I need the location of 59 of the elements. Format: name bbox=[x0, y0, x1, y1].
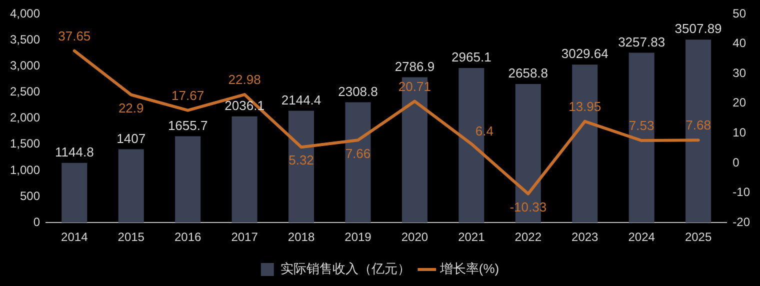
data-label: 2658.8 bbox=[508, 66, 548, 81]
data-label: 3257.83 bbox=[618, 34, 666, 50]
x-tick-label: 2021 bbox=[458, 230, 486, 244]
y2-tick-label: -10 bbox=[732, 185, 750, 200]
data-label: 6.4 bbox=[475, 124, 494, 139]
y-tick-label: 2,500 bbox=[10, 84, 40, 99]
legend-label: 增长率(%) bbox=[438, 261, 500, 276]
bar bbox=[686, 40, 712, 223]
data-label: 22.9 bbox=[118, 100, 144, 116]
y2-tick-label: 0 bbox=[732, 155, 740, 170]
x-tick-label: 2017 bbox=[231, 230, 258, 244]
x-tick-label: 2019 bbox=[344, 230, 372, 244]
x-tick-label: 2022 bbox=[514, 230, 542, 244]
bar bbox=[288, 110, 314, 223]
data-label: 1144.8 bbox=[54, 144, 94, 160]
y-tick-label: 0 bbox=[33, 214, 40, 229]
data-label: 2965.1 bbox=[452, 50, 492, 65]
y2-tick-label: 40 bbox=[732, 36, 746, 50]
bar bbox=[62, 162, 88, 223]
x-tick-label: 2015 bbox=[118, 230, 145, 244]
y-tick-label: 3,500 bbox=[10, 32, 40, 46]
data-label: 3507.89 bbox=[674, 21, 722, 36]
x-tick-label: 2025 bbox=[684, 230, 712, 244]
data-label: 37.65 bbox=[58, 28, 91, 44]
data-label: 5.32 bbox=[288, 152, 314, 168]
data-label: 2308.8 bbox=[338, 84, 378, 99]
data-label: 2786.9 bbox=[394, 58, 435, 74]
data-label: 7.68 bbox=[686, 118, 711, 133]
y2-tick-label: 20 bbox=[732, 96, 746, 110]
x-tick-label: 2020 bbox=[401, 230, 428, 244]
x-tick-label: 2016 bbox=[174, 230, 202, 244]
data-label: 22.98 bbox=[228, 72, 261, 88]
bar bbox=[118, 149, 144, 223]
y2-tick-label: -20 bbox=[732, 214, 750, 229]
data-label: 17.67 bbox=[172, 88, 204, 103]
bar bbox=[232, 116, 258, 223]
x-tick-label: 2024 bbox=[628, 230, 656, 244]
y-tick-label: 2,000 bbox=[10, 110, 40, 125]
data-label: 1655.7 bbox=[168, 118, 208, 133]
y2-tick-label: 50 bbox=[732, 6, 746, 20]
data-label: 2144.4 bbox=[281, 92, 322, 108]
y-tick-label: 1,500 bbox=[10, 136, 40, 151]
bar bbox=[628, 52, 654, 223]
x-tick-label: 2023 bbox=[572, 230, 599, 244]
bar bbox=[345, 102, 371, 223]
y-tick-label: 1,000 bbox=[10, 162, 40, 177]
data-label: 3029.64 bbox=[561, 46, 608, 62]
data-label: 7.66 bbox=[345, 146, 371, 161]
y-tick-label: 500 bbox=[20, 188, 40, 203]
y2-tick-label: 10 bbox=[732, 126, 746, 140]
y-tick-label: 4,000 bbox=[10, 6, 40, 20]
data-label: 7.53 bbox=[628, 118, 654, 134]
bar bbox=[175, 136, 201, 223]
x-tick-label: 2014 bbox=[61, 230, 88, 244]
y2-tick-label: 30 bbox=[732, 66, 746, 80]
y-tick-label: 3,000 bbox=[10, 58, 40, 72]
legend-label: 实际销售收入（亿元） bbox=[280, 261, 410, 276]
x-tick-label: 2018 bbox=[288, 230, 315, 244]
data-label: 1407 bbox=[116, 130, 146, 146]
